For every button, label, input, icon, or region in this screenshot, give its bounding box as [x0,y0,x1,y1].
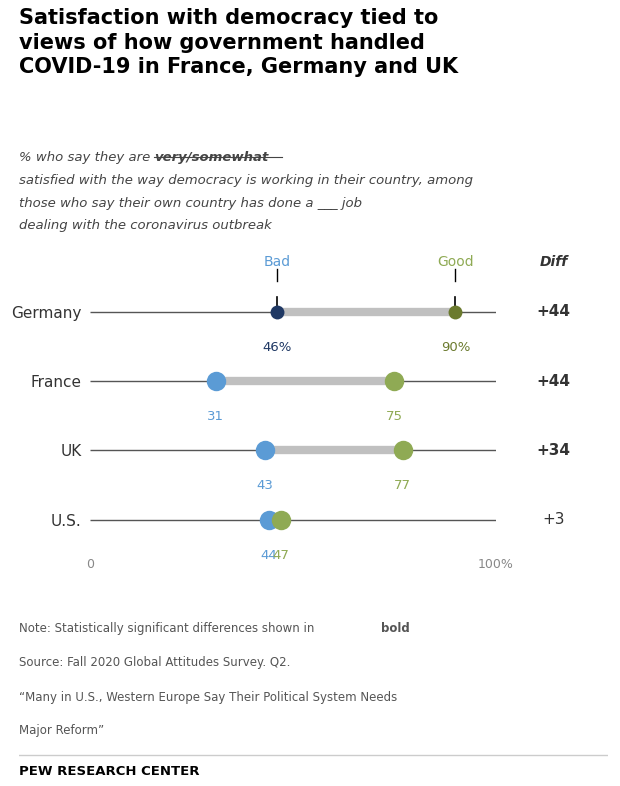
Text: 43: 43 [256,479,273,492]
Text: Diff: Diff [539,255,567,269]
Text: Note: Statistically significant differences shown in: Note: Statistically significant differen… [19,622,317,635]
Text: dealing with the coronavirus outbreak: dealing with the coronavirus outbreak [19,219,272,232]
Text: Bad: Bad [263,255,290,269]
Text: very/somewhat: very/somewhat [154,151,268,164]
Text: % who say they are: % who say they are [19,151,154,164]
Text: +44: +44 [536,373,570,388]
Text: bold: bold [381,622,410,635]
Text: “Many in U.S., Western Europe Say Their Political System Needs: “Many in U.S., Western Europe Say Their … [19,691,397,704]
Text: PEW RESEARCH CENTER: PEW RESEARCH CENTER [19,766,199,778]
Text: those who say their own country has done a ___ job: those who say their own country has done… [19,196,361,210]
Text: 77: 77 [394,479,411,492]
Text: .: . [406,622,410,635]
Text: +44: +44 [536,304,570,319]
Text: Major Reform”: Major Reform” [19,724,104,736]
Text: +3: +3 [542,512,565,527]
Text: 90%: 90% [441,341,470,354]
Text: 47: 47 [272,549,289,561]
Text: Good: Good [437,255,474,269]
Text: 75: 75 [386,410,403,423]
Text: +34: +34 [536,443,570,457]
Text: 44: 44 [260,549,277,561]
Text: Satisfaction with democracy tied to
views of how government handled
COVID-19 in : Satisfaction with democracy tied to view… [19,8,458,78]
Text: Source: Fall 2020 Global Attitudes Survey. Q2.: Source: Fall 2020 Global Attitudes Surve… [19,656,290,670]
Text: satisfied with the way democracy is working in their country, among: satisfied with the way democracy is work… [19,174,472,188]
Text: 46%: 46% [262,341,291,354]
Text: 31: 31 [207,410,224,423]
